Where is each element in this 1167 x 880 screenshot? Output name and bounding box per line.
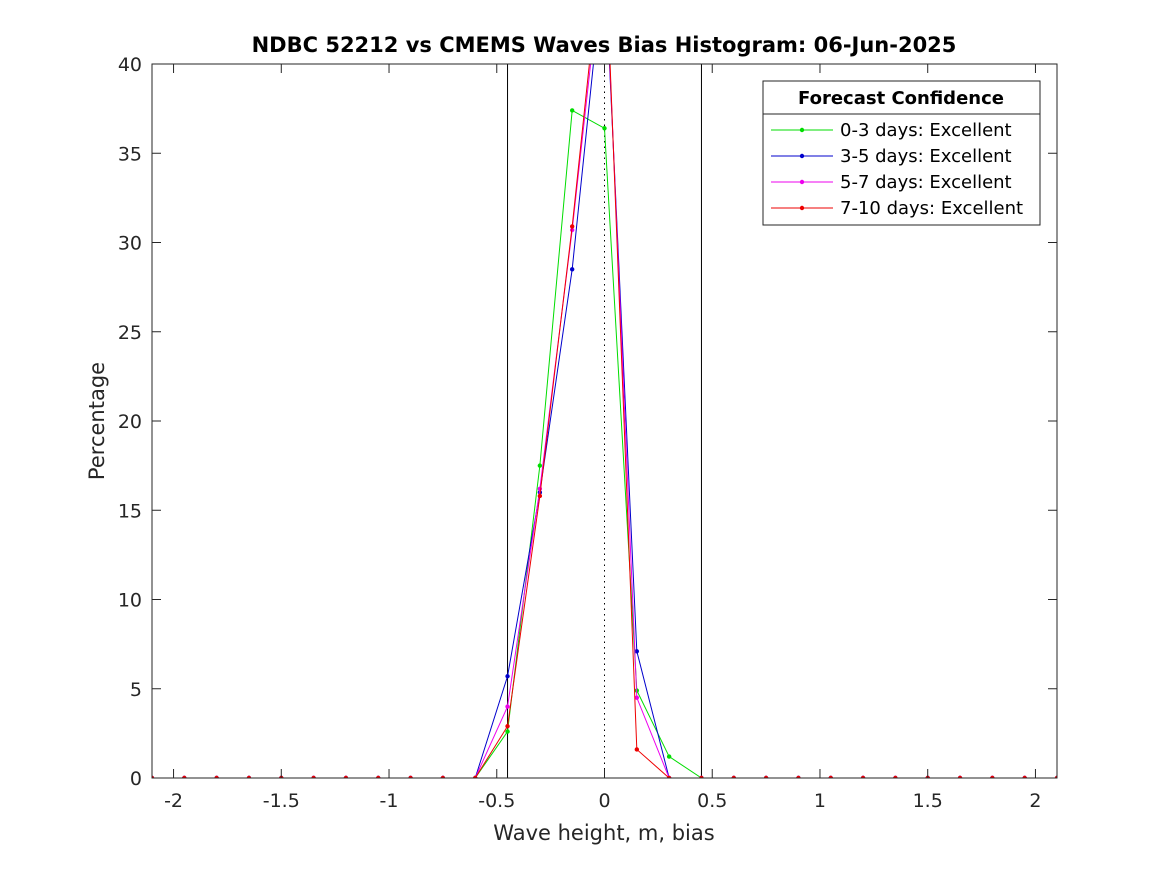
legend-label: 3-5 days: Excellent xyxy=(840,146,1012,167)
data-point xyxy=(1054,775,1057,778)
data-point xyxy=(634,649,640,654)
legend-label: 5-7 days: Excellent xyxy=(840,172,1012,193)
y-tick-label: 40 xyxy=(118,54,142,76)
data-point xyxy=(343,775,349,778)
legend-swatch-marker xyxy=(799,127,805,133)
x-tick-label: -2 xyxy=(164,790,183,812)
legend-entry: 0-3 days: Excellent xyxy=(771,120,1012,141)
data-point xyxy=(569,267,575,272)
legend-swatch-marker xyxy=(799,205,805,211)
data-point xyxy=(214,775,219,778)
legend-label: 0-3 days: Excellent xyxy=(840,120,1012,141)
legend-label: 7-10 days: Excellent xyxy=(840,198,1023,219)
legend-title: Forecast Confidence xyxy=(798,88,1004,109)
y-tick-label: 10 xyxy=(118,590,142,612)
data-point xyxy=(666,775,672,778)
x-tick-label: 1 xyxy=(814,790,826,812)
legend-entry: 7-10 days: Excellent xyxy=(771,198,1023,219)
data-point xyxy=(828,775,833,778)
y-tick-label: 0 xyxy=(130,768,142,790)
y-tick-label: 5 xyxy=(130,679,142,701)
data-point xyxy=(473,775,478,778)
y-tick-label: 25 xyxy=(118,322,142,344)
legend-swatch-marker xyxy=(799,179,805,185)
legend: Forecast Confidence 0-3 days: Excellent 3… xyxy=(762,80,1041,226)
data-point xyxy=(376,775,381,778)
legend-entry: 5-7 days: Excellent xyxy=(771,172,1012,193)
data-point xyxy=(957,775,963,778)
legend-swatch-marker xyxy=(799,153,805,159)
series-4 xyxy=(152,64,1057,778)
x-tick-label: 0.5 xyxy=(697,790,727,812)
data-point xyxy=(634,747,640,752)
y-tick-label: 30 xyxy=(118,233,142,255)
data-point xyxy=(569,108,575,113)
x-tick-label: -0.5 xyxy=(478,790,515,812)
data-point xyxy=(666,754,672,759)
x-tick-label: 1.5 xyxy=(913,790,943,812)
data-point xyxy=(440,775,446,778)
data-point xyxy=(569,224,575,229)
data-point xyxy=(796,775,801,778)
chart-title: NDBC 52212 vs CMEMS Waves Bias Histogram… xyxy=(252,33,957,57)
x-axis-label: Wave height, m, bias xyxy=(493,821,714,845)
x-tick-label: -1 xyxy=(380,790,399,812)
y-tick-label: 15 xyxy=(118,500,142,522)
legend-entry: 3-5 days: Excellent xyxy=(771,146,1012,167)
data-point xyxy=(505,724,510,729)
legend-box xyxy=(762,80,1041,226)
data-point xyxy=(990,775,995,778)
data-point xyxy=(634,695,640,700)
y-tick-label: 20 xyxy=(118,411,142,433)
data-point xyxy=(311,775,316,778)
data-point xyxy=(763,775,769,778)
data-point xyxy=(699,775,704,778)
data-point xyxy=(1022,775,1027,778)
data-point xyxy=(537,463,543,468)
data-point xyxy=(505,729,510,734)
x-tick-label: 2 xyxy=(1029,790,1041,812)
y-axis-label: Percentage xyxy=(85,362,109,480)
x-tick-label: -1.5 xyxy=(263,790,300,812)
data-point xyxy=(537,493,543,499)
data-point xyxy=(408,775,413,778)
data-point xyxy=(152,775,155,778)
data-point xyxy=(860,775,866,778)
data-point xyxy=(602,126,607,131)
x-tick-label: 0 xyxy=(598,790,610,812)
data-point xyxy=(505,674,510,679)
data-point xyxy=(893,775,898,778)
data-point xyxy=(505,704,510,709)
y-tick-label: 35 xyxy=(118,143,142,165)
data-point xyxy=(246,775,252,778)
data-point xyxy=(182,775,187,778)
data-point xyxy=(731,775,736,778)
